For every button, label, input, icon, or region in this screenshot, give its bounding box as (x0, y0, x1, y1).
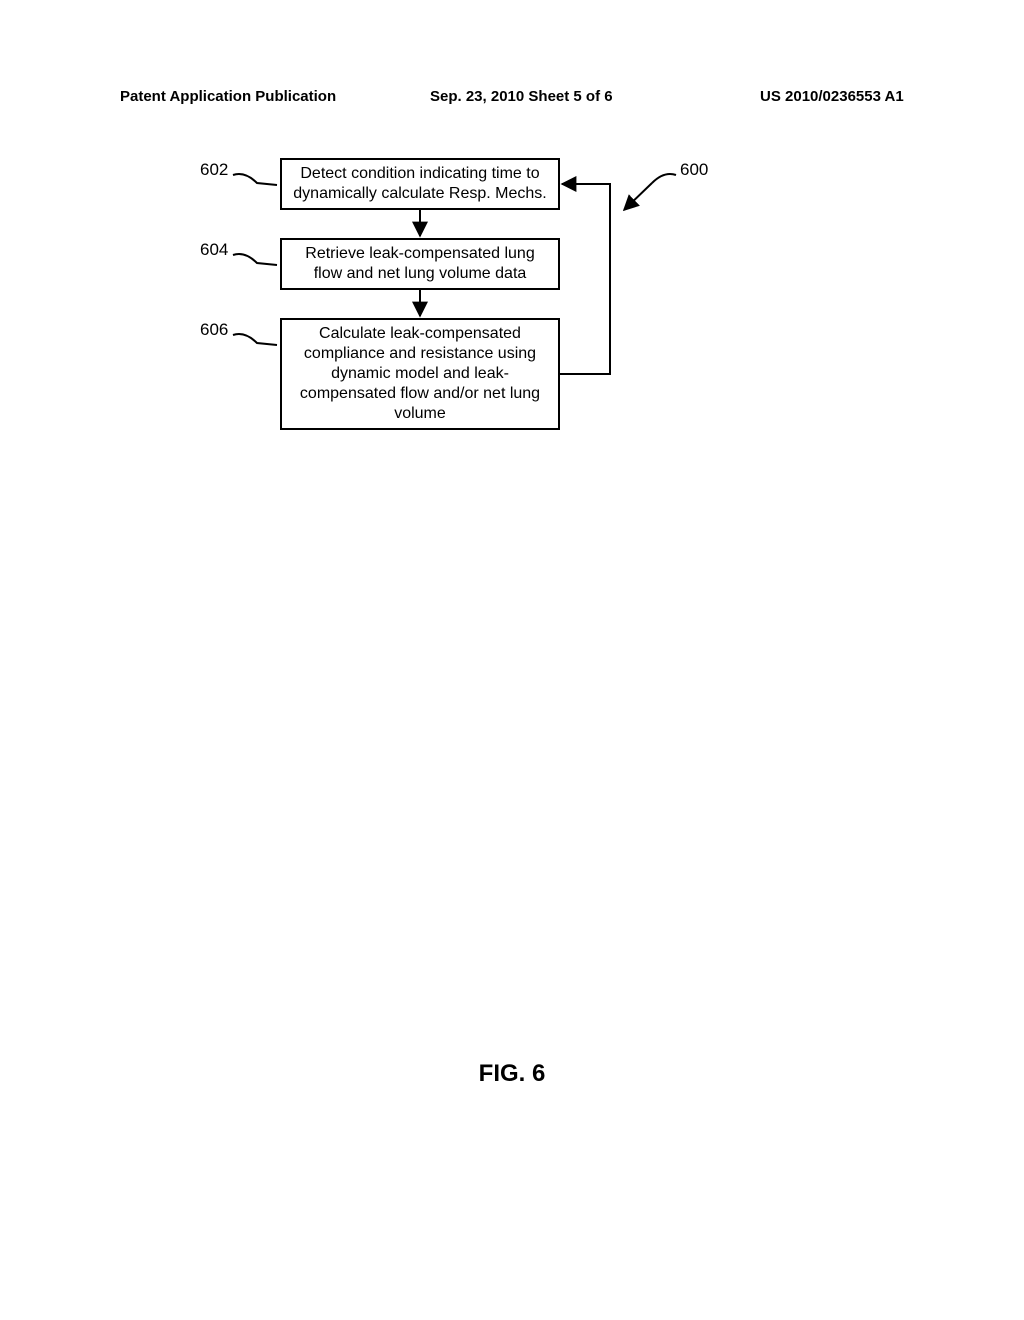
page: Patent Application Publication Sep. 23, … (0, 0, 1024, 1320)
flow-box-606: Calculate leak-compensated compliance an… (280, 318, 560, 430)
ref-604: 604 (200, 240, 228, 260)
flowchart-diagram: Detect condition indicating time to dyna… (0, 0, 1024, 1320)
flow-box-602-text: Detect condition indicating time to dyna… (292, 164, 548, 204)
ref-600: 600 (680, 160, 708, 180)
figure-label: FIG. 6 (0, 1060, 1024, 1088)
ref-602: 602 (200, 160, 228, 180)
flow-box-604: Retrieve leak-compensated lung flow and … (280, 238, 560, 290)
ref-606: 606 (200, 320, 228, 340)
flow-box-602: Detect condition indicating time to dyna… (280, 158, 560, 210)
flow-box-604-text: Retrieve leak-compensated lung flow and … (292, 244, 548, 284)
flow-box-606-text: Calculate leak-compensated compliance an… (292, 324, 548, 424)
